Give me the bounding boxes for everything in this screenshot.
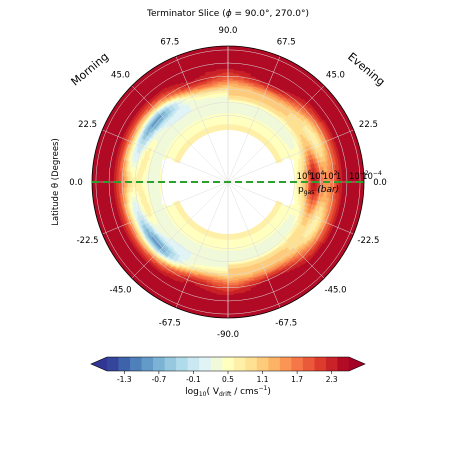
- evening-label: Evening: [345, 50, 387, 88]
- chart-title: Terminator Slice (ϕ = 90.0°, 270.0°): [146, 9, 309, 19]
- morning-label: Morning: [69, 50, 111, 89]
- y-axis-label: Latitude θ (Degrees): [51, 138, 61, 226]
